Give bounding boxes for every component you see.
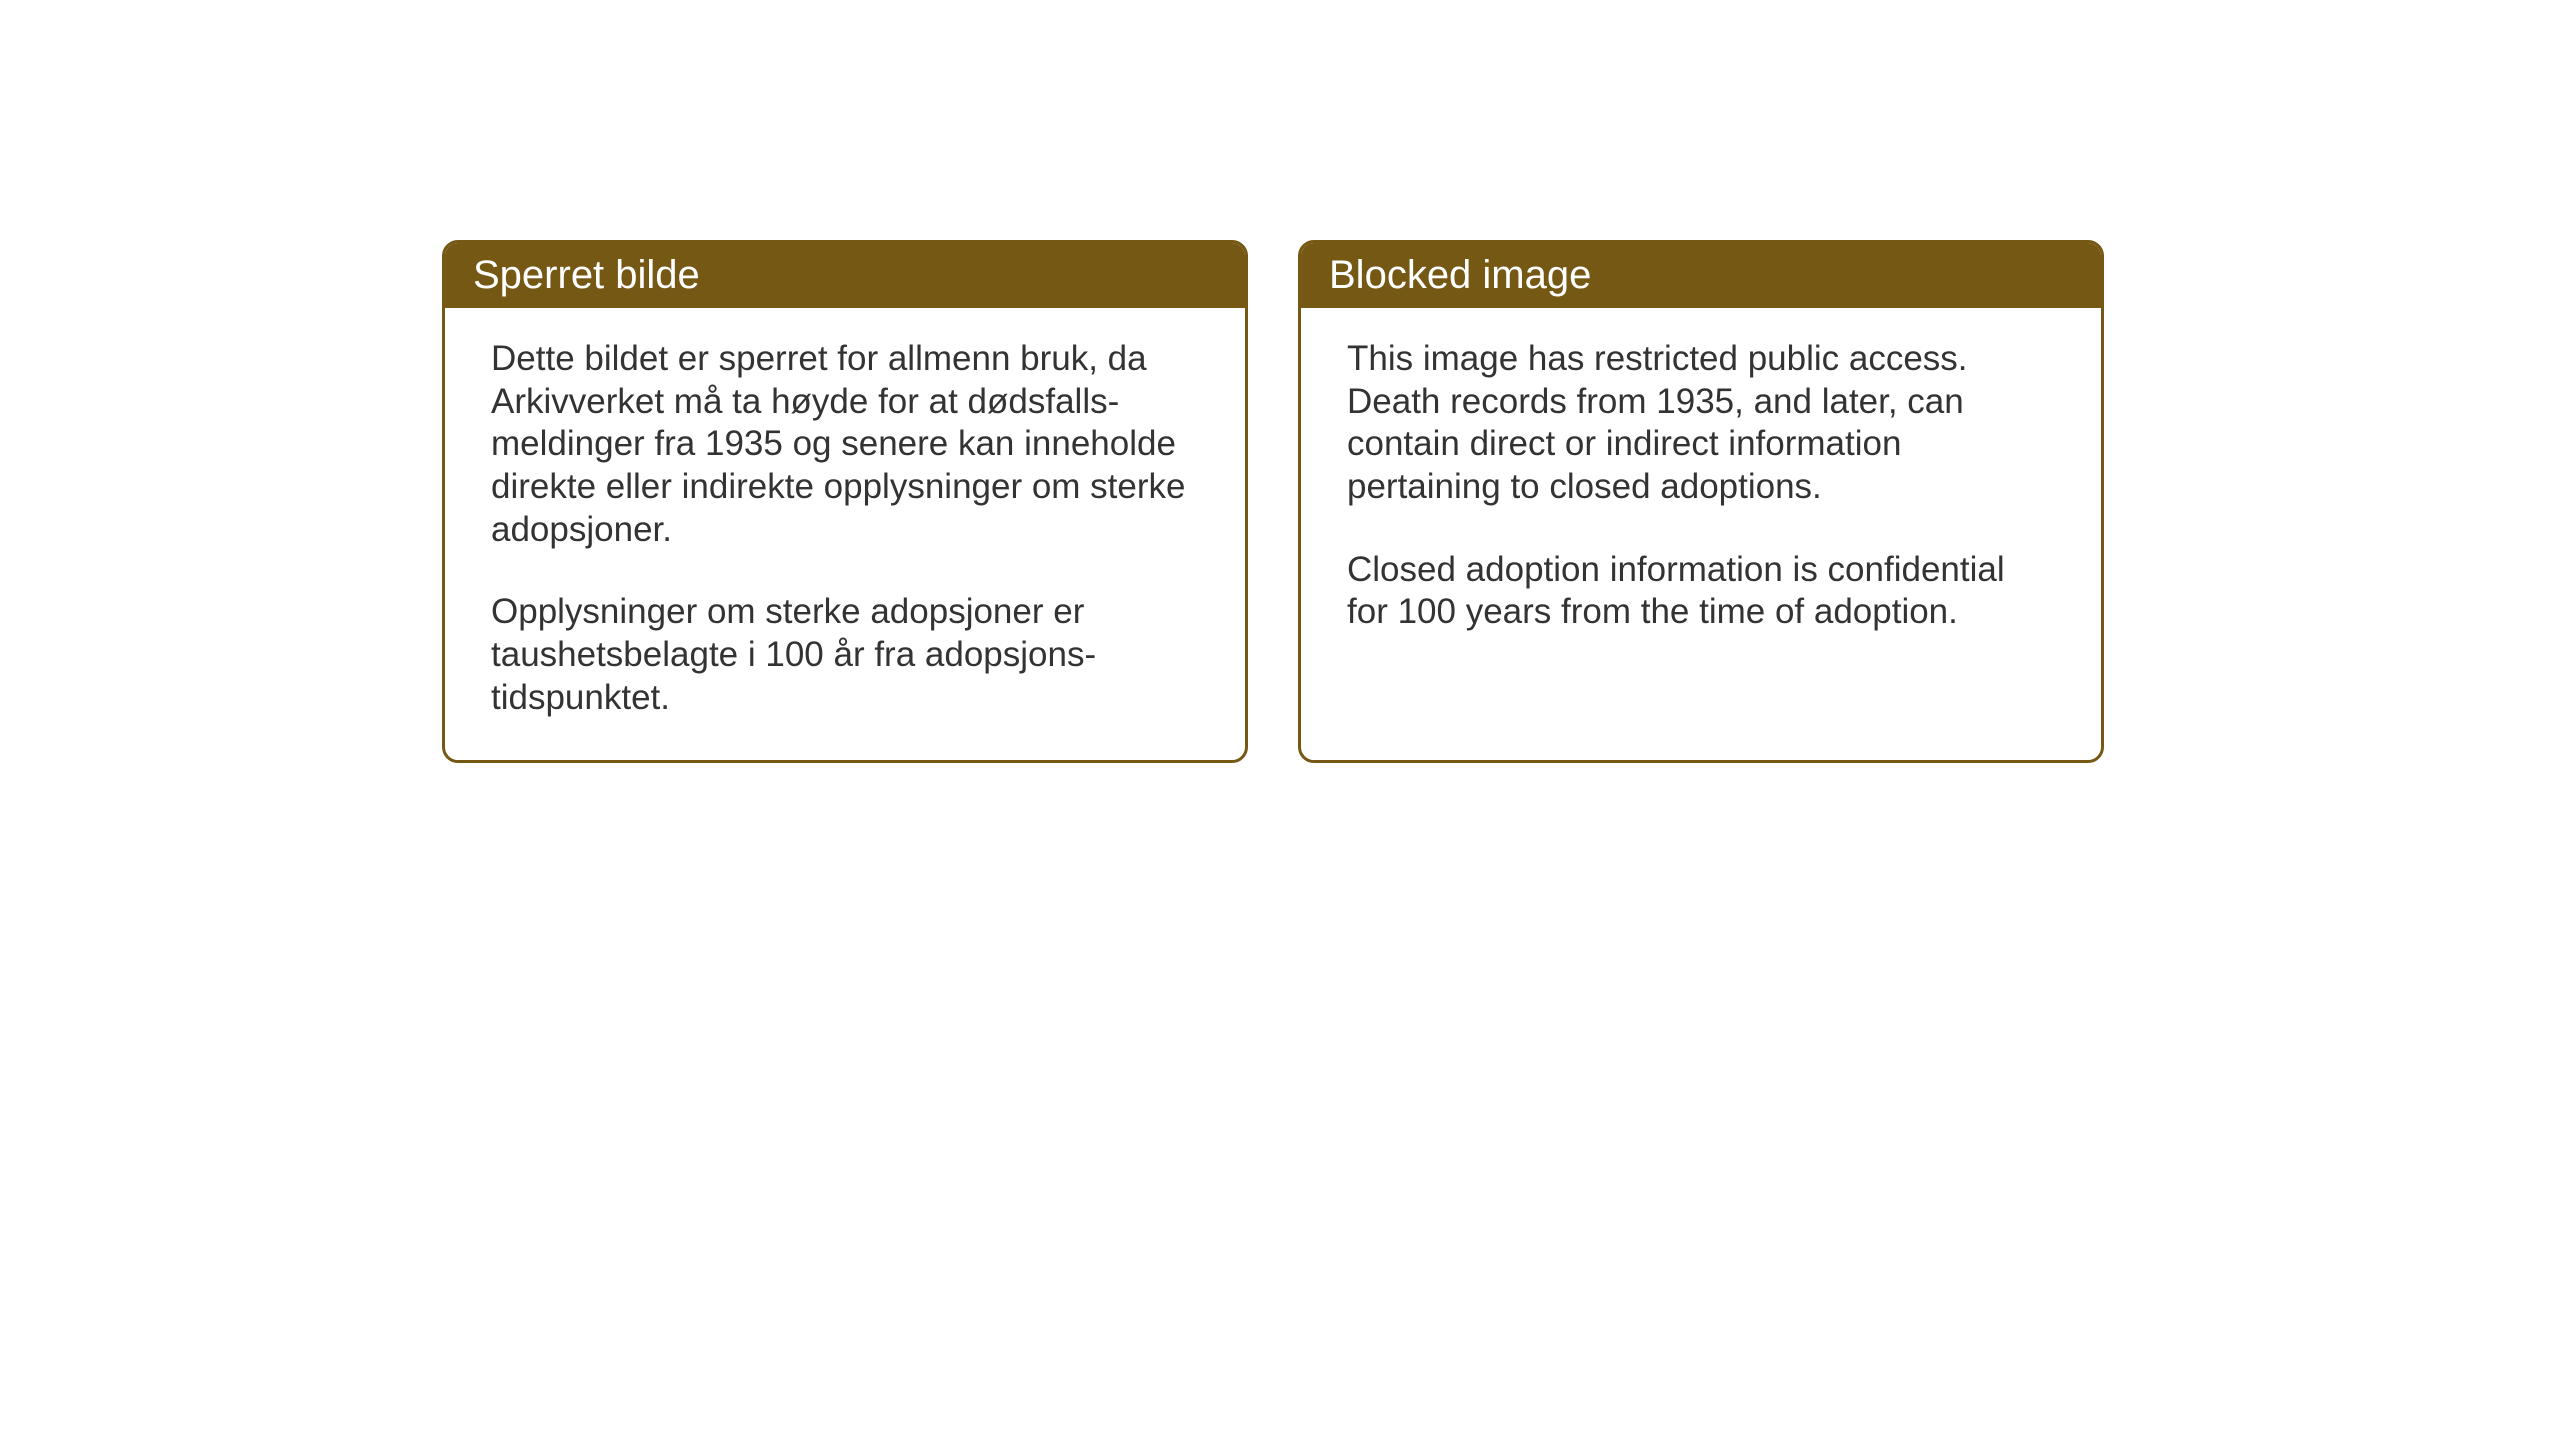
notice-body-norwegian: Dette bildet er sperret for allmenn bruk… [445,308,1245,760]
notice-paragraph: This image has restricted public access.… [1347,338,2055,509]
notice-paragraph: Closed adoption information is confident… [1347,549,2055,634]
notice-container: Sperret bilde Dette bildet er sperret fo… [442,240,2104,763]
notice-paragraph: Opplysninger om sterke adopsjoner er tau… [491,591,1199,719]
notice-body-english: This image has restricted public access.… [1301,308,2101,674]
notice-title-norwegian: Sperret bilde [445,243,1245,308]
notice-card-english: Blocked image This image has restricted … [1298,240,2104,763]
notice-paragraph: Dette bildet er sperret for allmenn bruk… [491,338,1199,551]
notice-card-norwegian: Sperret bilde Dette bildet er sperret fo… [442,240,1248,763]
notice-title-english: Blocked image [1301,243,2101,308]
